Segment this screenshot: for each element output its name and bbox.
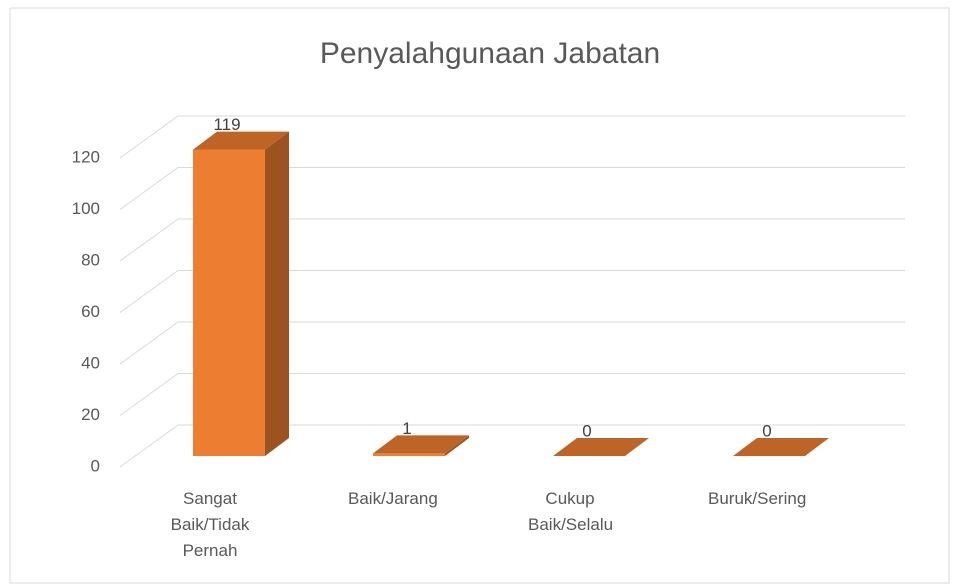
bar-top [193,131,289,150]
x-tick-label: Sangat Baik/Tidak Pernah [170,489,250,560]
y-tick-label: 0 [91,456,100,475]
x-tick-label: Baik/Jarang [348,489,438,508]
y-tick-label: 120 [72,147,100,166]
chart-border [9,7,950,584]
x-tick-label: Cukup Baik/Selalu [528,489,614,534]
y-tick-label: 60 [81,302,100,321]
grid-diagonal [119,373,179,416]
bar-side [265,131,289,456]
bar [373,453,445,456]
y-tick-label: 40 [81,353,100,372]
grid-diagonal [119,270,179,313]
value-label: 0 [582,421,591,440]
bar-top [373,435,469,454]
bar-top [733,438,829,456]
y-tick-label: 80 [81,250,100,269]
bar-top [553,438,649,456]
grid-diagonal [119,218,179,262]
bar-side [445,435,469,456]
value-label: 1 [402,419,411,438]
chart-title: Penyalahgunaan Jabatan [320,37,660,70]
bar [193,149,265,456]
grid-diagonal [119,424,179,468]
value-label: 0 [762,421,771,440]
y-tick-label: 20 [81,405,100,424]
grid-diagonal [119,321,179,365]
value-label: 119 [213,115,240,134]
grid-diagonal [119,167,179,210]
grid-diagonal [119,115,179,159]
x-tick-label: Buruk/Sering [708,489,807,508]
y-tick-label: 100 [72,199,100,218]
